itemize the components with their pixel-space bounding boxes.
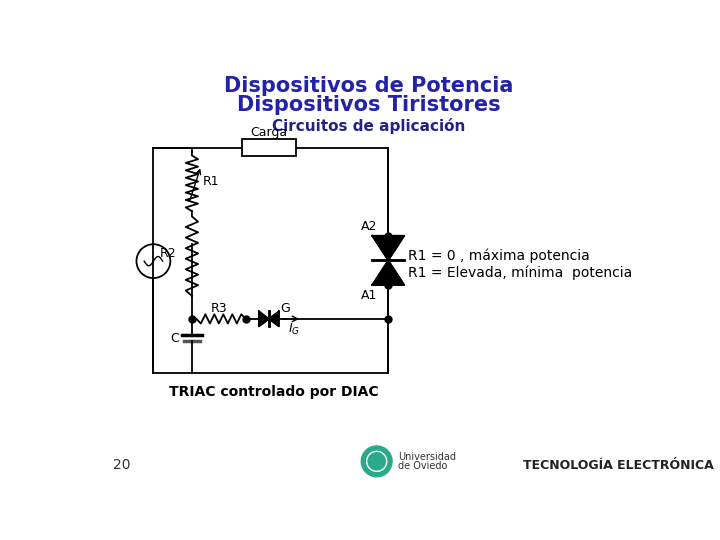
Text: Carga: Carga	[251, 126, 287, 139]
Polygon shape	[269, 312, 279, 326]
Text: G: G	[280, 302, 290, 315]
Polygon shape	[259, 312, 269, 326]
Text: R1: R1	[203, 175, 220, 188]
Text: A2: A2	[361, 220, 377, 233]
Text: Universidad: Universidad	[398, 452, 456, 462]
Text: de Oviedo: de Oviedo	[398, 461, 448, 471]
Text: R3: R3	[210, 302, 228, 315]
Circle shape	[361, 446, 392, 477]
Text: 20: 20	[113, 458, 131, 472]
Text: TECNOLOGÍA ELECTRÓNICA: TECNOLOGÍA ELECTRÓNICA	[523, 458, 714, 472]
Bar	[242, 139, 296, 157]
Text: Dispositivos de Potencia: Dispositivos de Potencia	[225, 76, 513, 96]
Text: $I_G$: $I_G$	[288, 322, 300, 337]
Text: TRIAC controlado por DIAC: TRIAC controlado por DIAC	[168, 385, 379, 399]
Polygon shape	[372, 260, 404, 285]
Polygon shape	[372, 236, 404, 260]
Text: A1: A1	[361, 289, 377, 302]
Text: Circuitos de aplicación: Circuitos de aplicación	[272, 118, 466, 134]
Text: R1 = Elevada, mínima  potencia: R1 = Elevada, mínima potencia	[408, 266, 631, 280]
Text: C: C	[171, 332, 179, 345]
Text: Dispositivos Tiristores: Dispositivos Tiristores	[237, 95, 501, 115]
Text: R2: R2	[160, 247, 176, 260]
Text: R1 = 0 , máxima potencia: R1 = 0 , máxima potencia	[408, 248, 589, 263]
